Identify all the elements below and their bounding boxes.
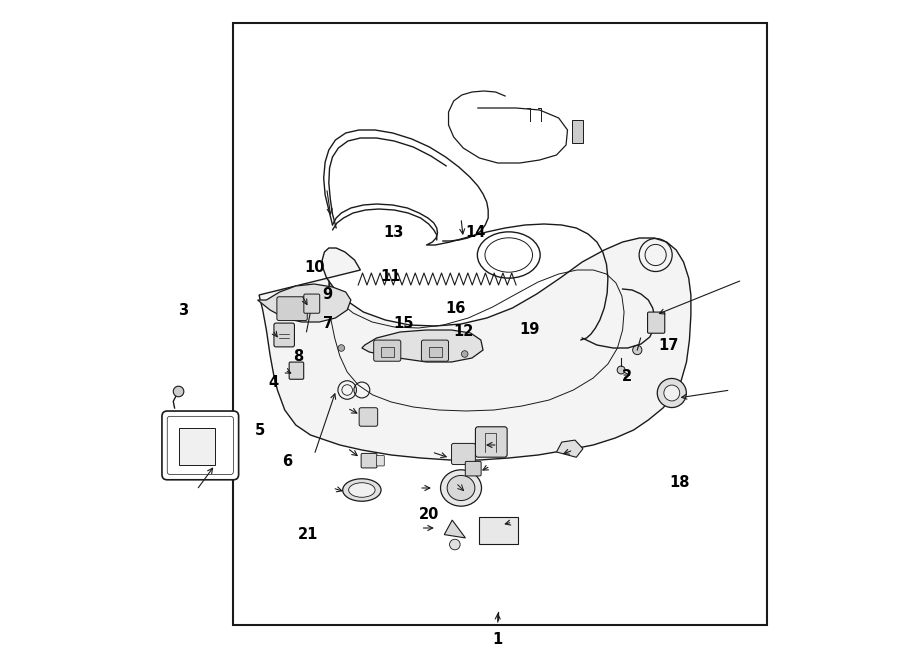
FancyBboxPatch shape	[475, 427, 507, 457]
FancyBboxPatch shape	[376, 455, 384, 466]
Circle shape	[664, 385, 680, 401]
FancyBboxPatch shape	[361, 453, 377, 468]
FancyBboxPatch shape	[277, 297, 307, 321]
Bar	[572, 120, 583, 143]
FancyBboxPatch shape	[162, 411, 238, 480]
Text: 7: 7	[323, 317, 333, 331]
Polygon shape	[259, 238, 691, 460]
Polygon shape	[257, 284, 351, 322]
Circle shape	[657, 379, 687, 408]
Text: 15: 15	[393, 317, 414, 331]
Text: 17: 17	[658, 338, 679, 352]
Text: 10: 10	[304, 260, 325, 275]
FancyBboxPatch shape	[289, 362, 303, 379]
Ellipse shape	[343, 479, 381, 501]
FancyBboxPatch shape	[359, 408, 378, 426]
FancyBboxPatch shape	[274, 323, 294, 347]
Text: 14: 14	[465, 225, 485, 240]
Text: 12: 12	[453, 325, 473, 339]
Text: 20: 20	[418, 507, 439, 522]
Ellipse shape	[440, 470, 482, 506]
Text: 3: 3	[178, 303, 189, 318]
Circle shape	[462, 351, 468, 358]
Bar	[428, 348, 442, 358]
Text: 16: 16	[446, 301, 465, 316]
Text: 13: 13	[383, 225, 404, 240]
Text: 2: 2	[622, 369, 632, 384]
Polygon shape	[362, 330, 483, 362]
Text: 4: 4	[268, 375, 279, 389]
Text: 1: 1	[492, 633, 503, 647]
FancyBboxPatch shape	[648, 312, 665, 333]
Circle shape	[633, 346, 642, 355]
Circle shape	[338, 344, 345, 351]
Circle shape	[174, 386, 184, 397]
FancyBboxPatch shape	[465, 461, 482, 476]
Bar	[480, 517, 518, 543]
FancyBboxPatch shape	[374, 340, 400, 362]
FancyBboxPatch shape	[452, 444, 475, 465]
FancyBboxPatch shape	[304, 294, 320, 313]
Polygon shape	[556, 440, 583, 457]
FancyBboxPatch shape	[421, 340, 448, 362]
Text: 6: 6	[282, 454, 292, 469]
Text: 21: 21	[298, 527, 318, 541]
Bar	[179, 428, 215, 465]
Text: 11: 11	[381, 269, 400, 284]
Text: 8: 8	[292, 350, 303, 364]
Bar	[233, 23, 768, 625]
Text: 5: 5	[256, 424, 266, 438]
Circle shape	[450, 539, 460, 550]
Ellipse shape	[447, 475, 475, 500]
Text: 9: 9	[323, 287, 333, 301]
Bar	[381, 348, 394, 358]
Text: 19: 19	[519, 322, 539, 336]
Circle shape	[617, 366, 626, 374]
Polygon shape	[445, 520, 465, 538]
Text: 18: 18	[670, 475, 690, 490]
Ellipse shape	[348, 483, 375, 497]
